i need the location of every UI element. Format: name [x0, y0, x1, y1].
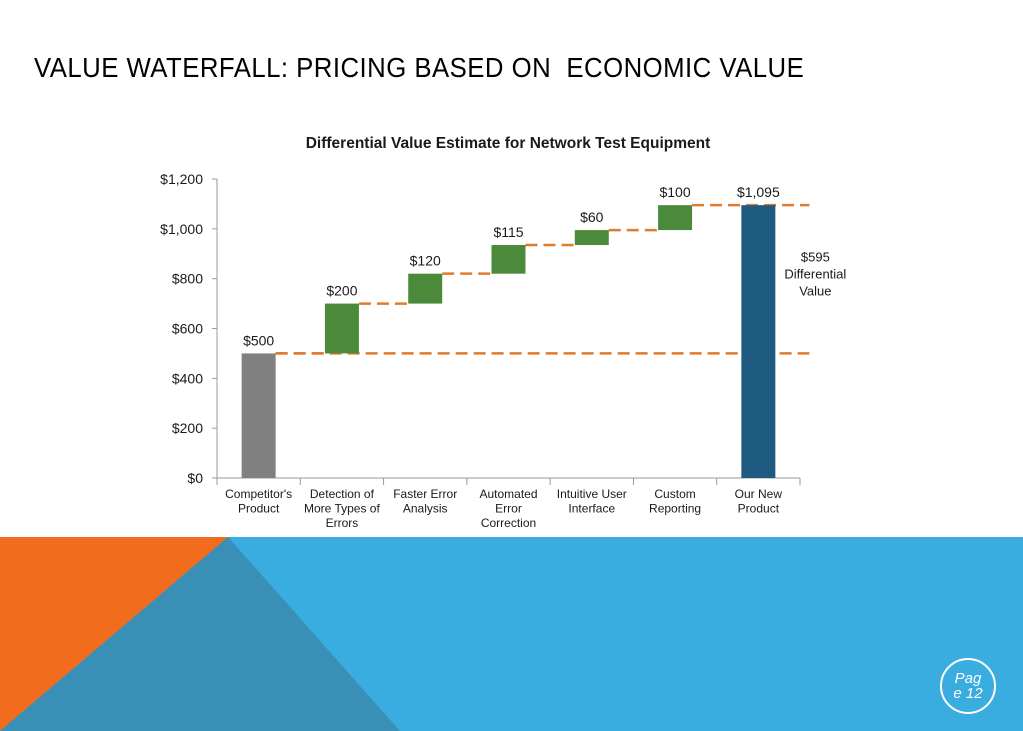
y-tick-label: $600 [172, 321, 203, 337]
bar [241, 353, 276, 478]
y-tick-label: $1,200 [160, 171, 203, 187]
x-tick-label-line: Analysis [403, 502, 448, 516]
x-tick-label-line: Product [238, 502, 280, 516]
x-tick-label-line: Detection of [310, 487, 375, 501]
x-tick-label-line: Product [738, 502, 780, 516]
data-label: $115 [493, 224, 523, 240]
data-label: $1,095 [737, 184, 780, 200]
x-tick-label-line: Automated [479, 487, 537, 501]
x-tick-label-line: Errors [326, 516, 359, 530]
data-label: $60 [580, 209, 604, 225]
x-tick-label-line: Faster Error [393, 487, 457, 501]
x-tick-label: Intuitive User Interface [557, 487, 627, 516]
x-tick-label-line: Reporting [649, 502, 701, 516]
footer-decoration [0, 537, 1023, 731]
data-label: $500 [243, 332, 274, 348]
y-tick-label: $1,000 [160, 221, 203, 237]
x-tick-label-line: Intuitive User [557, 487, 627, 501]
x-tick-label: Faster Error Analysis [393, 487, 457, 516]
chart-title: Differential Value Estimate for Network … [306, 135, 711, 152]
data-label: $200 [326, 283, 357, 299]
bar [324, 303, 359, 354]
footer-teal-triangle [0, 537, 400, 731]
x-tick-label: Our New Product [735, 487, 783, 516]
differential-annotation-line: Value [799, 283, 831, 298]
y-tick-label: $0 [187, 470, 203, 486]
x-tick-label-line: Competitor's [225, 487, 292, 501]
x-tick-label-line: Interface [568, 502, 615, 516]
x-tick-label-line: Correction [481, 516, 536, 530]
x-tick-label-line: Custom [654, 487, 695, 501]
differential-annotation-line: Differential [784, 266, 846, 281]
differential-annotation-line: $595 [801, 249, 830, 264]
chart-axes: $0 $200 $400 $600 $800 $1,000 $1,200 Competitor… [160, 171, 801, 530]
data-label: $100 [659, 184, 690, 200]
page-number-line2: e 12 [953, 685, 983, 702]
bar [658, 205, 693, 231]
x-tick-label: Detection of More Types of Errors [304, 487, 380, 530]
chart-bars [241, 205, 776, 478]
bar [741, 205, 776, 478]
x-tick-label: Automated Error Correction [479, 487, 537, 530]
x-tick-label: Custom Reporting [649, 487, 701, 516]
differential-annotation: $595 Differential Value [784, 249, 846, 298]
x-tick-label-line: Our New [735, 487, 783, 501]
page-number-badge: Pag e 12 [940, 658, 996, 714]
bar [408, 273, 443, 304]
y-tick-label: $800 [172, 271, 203, 287]
data-label: $120 [410, 253, 441, 269]
page-number-line1: Pag [954, 670, 982, 687]
x-tick-label: Competitor's Product [225, 487, 292, 516]
bar [491, 245, 526, 274]
waterfall-chart: Differential Value Estimate for Network … [160, 135, 846, 530]
bar [574, 230, 609, 246]
chart-labels: $500 $200 $120 $115 $60 $100 $1,095 $595 Differe… [243, 184, 846, 348]
x-tick-label-line: Error [495, 502, 522, 516]
y-tick-label: $400 [172, 370, 203, 386]
x-tick-label-line: More Types of [304, 502, 380, 516]
slide-title: VALUE WATERFALL: PRICING BASED ON ECONOM… [34, 52, 805, 83]
y-tick-label: $200 [172, 420, 203, 436]
